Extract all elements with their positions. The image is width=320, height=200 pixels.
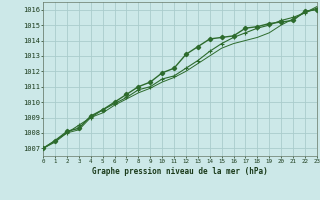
X-axis label: Graphe pression niveau de la mer (hPa): Graphe pression niveau de la mer (hPa) bbox=[92, 167, 268, 176]
